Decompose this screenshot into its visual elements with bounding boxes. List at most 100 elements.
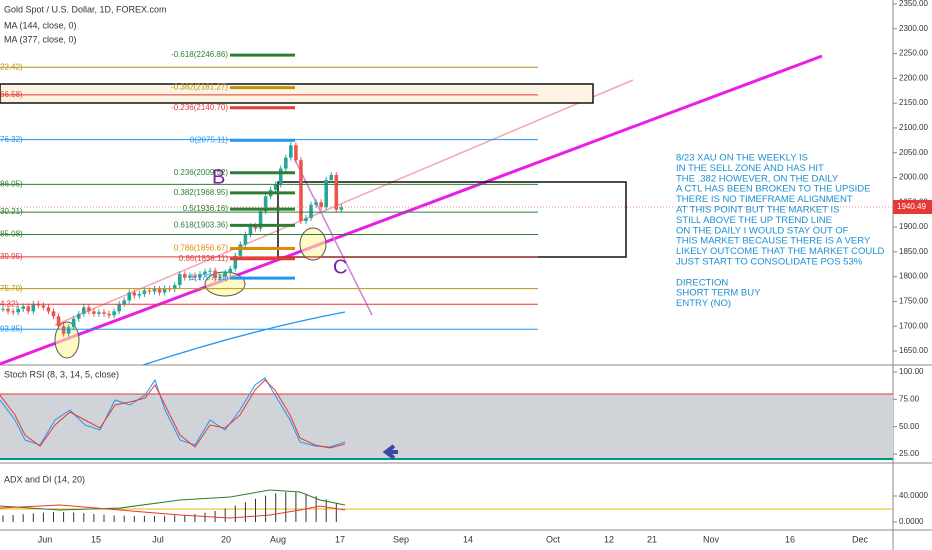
price-tag-label: 1940.49 [897, 202, 926, 211]
level-label: 22.42) [0, 62, 23, 71]
candle [82, 307, 86, 314]
candle [339, 207, 344, 210]
candle [172, 285, 177, 290]
candle [263, 196, 268, 212]
level-label: 85.08) [0, 230, 23, 239]
level-label: 39.95) [0, 252, 23, 261]
candle [157, 289, 162, 293]
candle [31, 303, 36, 312]
note-line: THE .382 HOWEVER, ON THE DAILY [676, 173, 839, 184]
candle [273, 184, 278, 190]
trend-line [0, 54, 823, 366]
highlight [54, 321, 80, 359]
candle [142, 290, 147, 294]
candle [193, 275, 197, 278]
candle [334, 175, 339, 210]
date-label: Oct [546, 534, 561, 544]
candle [183, 274, 187, 278]
title: Gold Spot / U.S. Dollar, 1D, FOREX.com [4, 4, 167, 14]
fib-label: -0.382(2181.27) [171, 83, 228, 92]
adx-tick-label: 0.0000 [899, 517, 924, 526]
candle [208, 270, 212, 272]
level-label: 66.58) [0, 90, 23, 99]
candle [188, 275, 192, 278]
price-tick-label: 1800.00 [899, 272, 928, 281]
candle [66, 327, 71, 334]
candle [61, 326, 66, 334]
candle [278, 168, 283, 185]
candle [92, 311, 96, 314]
candle [289, 145, 293, 158]
price-tick-label: 2100.00 [899, 123, 928, 132]
level-label: 4.32) [0, 299, 19, 308]
adx-histogram [2, 492, 337, 522]
stoch-tick-label: 100.00 [899, 367, 924, 376]
date-label: 17 [335, 534, 345, 544]
candle [238, 244, 243, 256]
candles [1, 142, 344, 337]
candle [71, 318, 76, 328]
note-line: LIKELY OUTCOME THAT THE MARKET COULD [676, 246, 884, 257]
fib-label: 0.236(2009.52) [174, 168, 229, 177]
candle [147, 290, 152, 292]
candle [137, 293, 142, 296]
note-line: SHORT TERM BUY [676, 288, 761, 299]
candle [248, 226, 253, 235]
price-tick-label: 2350.00 [899, 0, 928, 8]
stoch-tick-label: 25.00 [899, 449, 920, 458]
date-label: Sep [393, 534, 409, 544]
candle [112, 311, 116, 316]
fib-label: -0.236(2140.70) [171, 103, 228, 112]
candle [258, 211, 263, 229]
note-line: ON THE DAILY I WOULD STAY OUT OF [676, 225, 849, 236]
note-line: ENTRY (NO) [676, 298, 731, 309]
fib-label: 0(2075.11) [190, 135, 228, 144]
fib-label: 1(1797.11) [190, 273, 228, 282]
candle [1, 308, 5, 310]
note-line: STILL ABOVE THE UP TREND LINE [676, 215, 832, 226]
indicator-label: ADX and DI (14, 20) [4, 474, 85, 484]
fib-label: -0.618(2246.86) [171, 50, 228, 59]
candle [102, 312, 106, 314]
candle [26, 306, 31, 312]
candle [294, 145, 298, 161]
fib-label: 0.382(1968.95) [174, 188, 229, 197]
candle [11, 311, 15, 313]
fib-label: 0.5(1936.16) [183, 204, 229, 213]
candle [97, 312, 101, 314]
candle [177, 274, 182, 286]
trend-line [54, 79, 634, 326]
indicator-label: Stoch RSI (8, 3, 14, 5, close) [4, 369, 119, 379]
di-plus [0, 489, 346, 511]
candle [304, 218, 308, 222]
di-minus [0, 504, 346, 519]
level-label: 30.21) [0, 207, 23, 216]
price-tick-label: 1850.00 [899, 247, 928, 256]
candle [127, 292, 132, 301]
candle [107, 313, 111, 316]
candle [46, 307, 51, 312]
ma-label: MA (144, close, 0) [4, 20, 77, 30]
date-label: Jul [152, 534, 164, 544]
candle [6, 308, 10, 312]
candle [41, 305, 46, 308]
stoch-k [0, 377, 346, 448]
date-label: Jun [38, 534, 53, 544]
candle [198, 274, 202, 278]
note-line: DIRECTION [676, 277, 728, 288]
level-label: 75.70) [0, 284, 23, 293]
candle [203, 271, 207, 275]
candle [56, 316, 61, 327]
candle [16, 308, 20, 313]
candle [284, 157, 288, 169]
candle [152, 289, 157, 292]
zone-box [0, 83, 594, 104]
note-line: IN THE SELL ZONE AND HAS HIT [676, 163, 824, 174]
candle [213, 270, 217, 279]
price-tick-label: 2250.00 [899, 49, 928, 58]
date-label: Nov [703, 534, 720, 544]
fib-label: 0.618(1903.36) [174, 221, 229, 230]
candle [319, 202, 323, 208]
